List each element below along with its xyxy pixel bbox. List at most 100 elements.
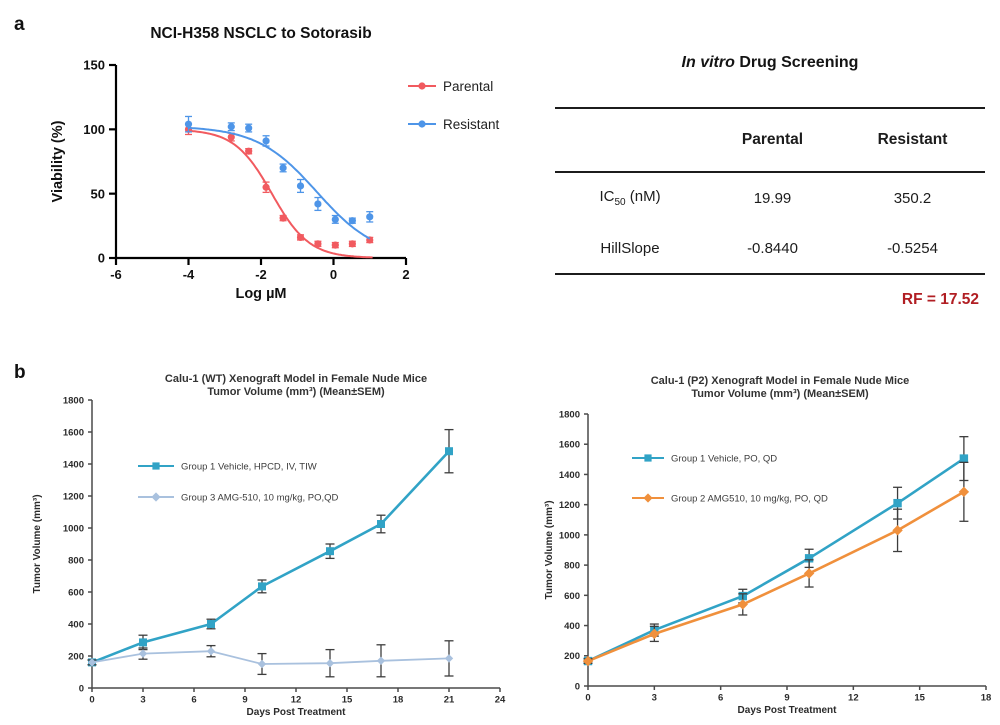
ic50-suffix: (nM) [625, 188, 661, 205]
svg-text:1800: 1800 [63, 395, 84, 406]
fit-curve [188, 129, 373, 259]
svg-text:0: 0 [585, 693, 590, 704]
legend-label-group-1-vehicle-po-qd: Group 1 Vehicle, PO, QD [671, 453, 777, 464]
legend-label-group-1-vehicle-hpcd-iv-tiw: Group 1 Vehicle, HPCD, IV, TIW [181, 461, 317, 472]
svg-text:0: 0 [575, 681, 580, 692]
svg-text:24: 24 [495, 695, 506, 706]
svg-text:0: 0 [98, 251, 105, 266]
svg-text:0: 0 [79, 683, 84, 694]
row-label-ic50: IC50 (nM) [555, 188, 705, 208]
table-header-parental: Parental [741, 131, 804, 148]
legend-label-group-3-amg-510-10-mg-kg-po-qd: Group 3 AMG-510, 10 mg/kg, PO,QD [181, 492, 338, 503]
svg-text:1600: 1600 [559, 440, 580, 451]
svg-text:200: 200 [564, 651, 580, 662]
svg-text:-2: -2 [255, 267, 267, 282]
y-axis-label: Tumor Volume (mm³) [32, 494, 43, 593]
series-group-3-amg-510-10-mg-kg-po-qd [87, 640, 454, 678]
panel-a-label: a [14, 14, 25, 35]
table-rule-top [555, 107, 985, 109]
svg-text:400: 400 [68, 619, 84, 630]
svg-text:600: 600 [68, 587, 84, 598]
svg-text:3: 3 [140, 695, 145, 706]
legend-label-group-2-amg510-10-mg-kg-po-qd: Group 2 AMG510, 10 mg/kg, PO, QD [671, 493, 828, 504]
svg-text:1400: 1400 [559, 470, 580, 481]
dose-response-chart: NCI-H358 NSCLC to Sotorasib -6 -4 -2 0 2 0 50 10… [50, 25, 500, 302]
svg-text:Tumor Volume (mm³) (Mean±SEM): Tumor Volume (mm³) (Mean±SEM) [691, 388, 869, 400]
svg-text:600: 600 [564, 591, 580, 602]
svg-text:21: 21 [444, 695, 455, 706]
axes: 0 3 6 9 12 15 18 0 200 400 600 800 1000 1200 1400 1600 1… [544, 409, 991, 716]
series-parental [184, 123, 374, 259]
svg-text:200: 200 [68, 651, 84, 662]
axes: 0 3 6 9 12 15 18 21 24 0 200 400 600 800 1000 1200 1400 1… [32, 395, 506, 718]
svg-text:3: 3 [652, 693, 657, 704]
svg-text:-4: -4 [183, 267, 195, 282]
x-axis-label: Log µM [235, 286, 286, 302]
legend-label-parental: Parental [443, 79, 493, 94]
svg-text:9: 9 [242, 695, 247, 706]
panel-b-label: b [14, 362, 26, 383]
hillslope-resistant-value: -0.5254 [887, 239, 938, 257]
svg-text:800: 800 [564, 561, 580, 572]
svg-text:9: 9 [784, 693, 789, 704]
svg-text:15: 15 [342, 695, 353, 706]
table-title: In vitro Drug Screening [555, 50, 985, 76]
hillslope-parental-value: -0.8440 [747, 239, 798, 257]
svg-text:Tumor Volume (mm³) (Mean±SEM): Tumor Volume (mm³) (Mean±SEM) [207, 386, 385, 398]
svg-text:6: 6 [718, 693, 723, 704]
chart-legend: Group 1 Vehicle, PO, QD Group 2 AMG510, 1… [632, 453, 828, 504]
svg-text:Calu-1 (WT) Xenograft Model in: Calu-1 (WT) Xenograft Model in Female Nu… [165, 373, 427, 385]
ic50-parental-value: 19.99 [753, 189, 792, 207]
y-axis-label: Tumor Volume (mm³) [544, 500, 555, 599]
svg-text:1800: 1800 [559, 409, 580, 420]
fit-curve [188, 126, 371, 240]
chart-title: Calu-1 (P2) Xenograft Model in Female Nu… [651, 375, 910, 400]
svg-text:50: 50 [91, 186, 105, 201]
svg-text:12: 12 [848, 693, 859, 704]
table-header-resistant: Resistant [877, 131, 948, 148]
chart-legend: Parental Resistant [408, 79, 500, 132]
svg-text:1000: 1000 [63, 523, 84, 534]
svg-text:Calu-1 (P2) Xenograft Model in: Calu-1 (P2) Xenograft Model in Female Nu… [651, 375, 910, 387]
svg-text:15: 15 [914, 693, 925, 704]
legend-label-resistant: Resistant [443, 117, 500, 132]
svg-text:1400: 1400 [63, 459, 84, 470]
y-axis-label: Viability (%) [50, 120, 66, 202]
x-axis-label: Days Post Treatment [738, 705, 838, 716]
svg-text:6: 6 [191, 695, 196, 706]
svg-text:1600: 1600 [63, 427, 84, 438]
ic50-prefix: IC [599, 188, 615, 205]
ic50-resistant-value: 350.2 [893, 189, 932, 207]
table-rule-bottom [555, 273, 985, 275]
svg-text:NCI-H358 NSCLC to Sotorasib: NCI-H358 NSCLC to Sotorasib [150, 25, 371, 42]
table-title-rest: Drug Screening [734, 54, 859, 71]
series-resistant [184, 115, 374, 240]
chart-title: Calu-1 (WT) Xenograft Model in Female Nu… [165, 373, 427, 398]
rf-footnote: RF = 17.52 [901, 291, 979, 308]
table-row: IC50 (nM) 19.99 350.2 [555, 173, 985, 223]
table-row: HillSlope -0.8440 -0.5254 [555, 223, 985, 273]
svg-text:1000: 1000 [559, 530, 580, 541]
svg-text:1200: 1200 [559, 500, 580, 511]
x-axis-label: Days Post Treatment [247, 707, 347, 718]
svg-text:-6: -6 [110, 267, 122, 282]
svg-text:150: 150 [83, 58, 105, 73]
invitro-screening-table: In vitro Drug Screening Parental Resista… [555, 50, 985, 309]
svg-text:2: 2 [402, 267, 409, 282]
chart-title: NCI-H358 NSCLC to Sotorasib [150, 25, 371, 42]
xenograft-wt-chart: Calu-1 (WT) Xenograft Model in Female Nu… [32, 373, 506, 718]
chart-legend: Group 1 Vehicle, HPCD, IV, TIW Group 3 AM… [138, 461, 338, 503]
svg-text:100: 100 [83, 122, 105, 137]
xenograft-p2-chart: Calu-1 (P2) Xenograft Model in Female Nu… [544, 375, 991, 716]
table-header-row: Parental Resistant [555, 109, 985, 171]
svg-text:800: 800 [68, 555, 84, 566]
row-label-hillslope: HillSlope [600, 239, 660, 257]
svg-text:400: 400 [564, 621, 580, 632]
svg-text:18: 18 [393, 695, 404, 706]
series-group-1-vehicle-po-qd [583, 436, 969, 666]
svg-text:12: 12 [291, 695, 302, 706]
svg-text:1200: 1200 [63, 491, 84, 502]
table-title-italic: In vitro [681, 54, 735, 71]
axes: -6 -4 -2 0 2 0 50 100 150 Log µM Viability (%) [50, 58, 410, 302]
